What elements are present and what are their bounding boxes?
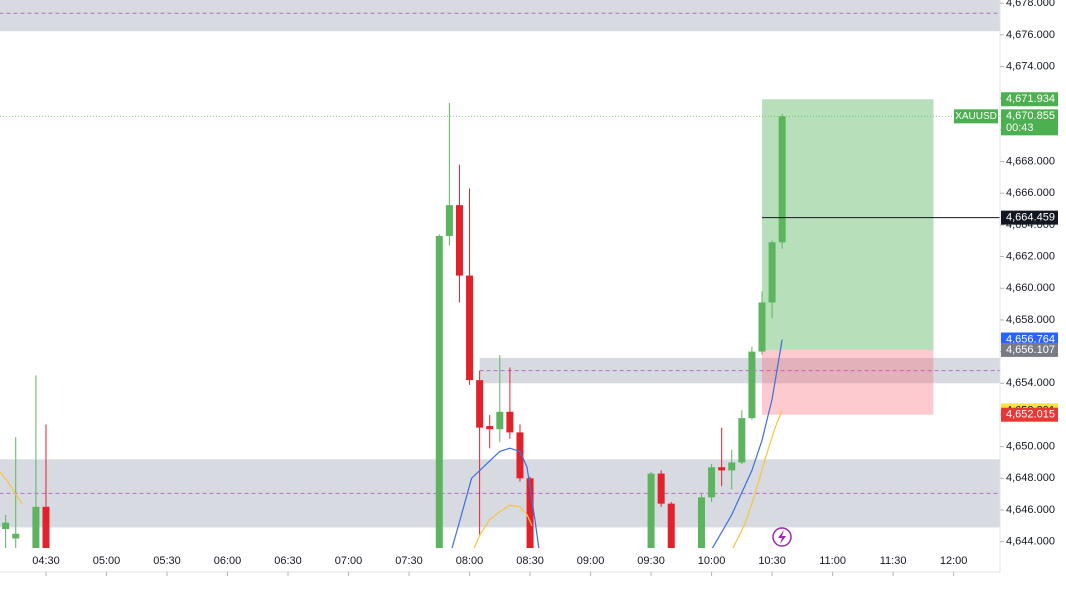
candle-body xyxy=(728,462,736,471)
candle-body xyxy=(496,411,504,430)
candle-body xyxy=(647,473,655,548)
candle-body xyxy=(2,522,10,529)
y-tick-label: 4,666.000 xyxy=(1006,187,1055,199)
candle-body xyxy=(486,426,494,430)
moving-average xyxy=(473,504,533,548)
moving-average xyxy=(0,471,23,504)
candle-body xyxy=(435,235,443,548)
candle-body xyxy=(758,302,766,352)
candle-body xyxy=(506,411,514,433)
candle-body xyxy=(738,418,746,463)
y-tick-label: 4,678.000 xyxy=(1006,0,1055,9)
symbol-badge xyxy=(954,109,998,124)
price-badge xyxy=(1001,92,1058,107)
y-tick-label: 4,662.000 xyxy=(1006,250,1055,262)
y-tick-label: 4,660.000 xyxy=(1006,282,1055,294)
candle-body xyxy=(667,503,675,548)
position-profit xyxy=(762,99,934,350)
candle-body xyxy=(455,205,463,276)
candle-body xyxy=(516,432,524,479)
x-tick-label: 11:00 xyxy=(819,555,846,567)
x-tick-label: 10:30 xyxy=(758,555,786,567)
x-tick-label: 05:00 xyxy=(93,555,121,567)
candle-body xyxy=(708,467,716,498)
candle-body xyxy=(657,473,665,504)
candle-body xyxy=(748,351,756,419)
candle-body xyxy=(697,497,705,548)
x-tick-label: 07:00 xyxy=(335,555,363,567)
price-badge xyxy=(1001,342,1058,357)
x-tick-label: 07:30 xyxy=(395,555,423,567)
candle-body xyxy=(768,242,776,303)
x-tick-label: 08:30 xyxy=(516,555,544,567)
x-tick-label: 06:00 xyxy=(214,555,242,567)
x-tick-label: 06:30 xyxy=(274,555,302,567)
x-tick-label: 12:00 xyxy=(940,555,968,567)
candle-body xyxy=(466,275,474,381)
zone xyxy=(0,0,1000,32)
price-badge-label: 4,656.764 xyxy=(1006,333,1055,345)
y-tick-label: 4,668.000 xyxy=(1006,155,1055,167)
candle-body xyxy=(476,380,484,428)
x-tick-label: 04:30 xyxy=(32,555,60,567)
y-tick-label: 4,658.000 xyxy=(1006,314,1055,326)
countdown-label: 00:43 xyxy=(1006,122,1034,134)
price-badge-label: 4,670.855 xyxy=(1006,110,1055,122)
y-tick-label: 4,674.000 xyxy=(1006,60,1055,72)
candle-body xyxy=(778,116,786,243)
axis-layer: 4,644.000 4,646.000 4,648.000 4,650.000 4,65… xyxy=(32,0,1058,576)
y-tick-label: 4,650.000 xyxy=(1006,441,1055,453)
plot-area xyxy=(0,0,1000,548)
x-tick-label: 08:00 xyxy=(456,555,484,567)
y-tick-label: 4,676.000 xyxy=(1006,29,1055,41)
y-tick-label: 4,648.000 xyxy=(1006,472,1055,484)
price-badge-label: 4,671.934 xyxy=(1006,93,1055,105)
x-tick-label: 09:30 xyxy=(637,555,665,567)
symbol-label: XAUUSD xyxy=(955,111,997,122)
candle-body xyxy=(42,506,50,548)
x-tick-label: 11:30 xyxy=(880,555,907,567)
alert-icon[interactable] xyxy=(772,527,792,547)
moving-average xyxy=(711,339,783,548)
x-tick-label: 09:00 xyxy=(577,555,605,567)
x-tick-label: 10:00 xyxy=(698,555,726,567)
position-loss xyxy=(762,349,934,415)
crosshair-label: 4,664.459 xyxy=(1006,212,1055,224)
candle-body xyxy=(718,467,726,471)
candle-body xyxy=(32,506,40,548)
price-badge xyxy=(1001,407,1058,422)
moving-average xyxy=(451,447,540,548)
candle-body xyxy=(526,478,534,548)
y-tick-label: 4,646.000 xyxy=(1006,504,1055,516)
candle-body xyxy=(12,533,20,539)
price-badge xyxy=(1001,109,1058,136)
y-tick-label: 4,654.000 xyxy=(1006,377,1055,389)
price-badge-label: 4,652.015 xyxy=(1006,409,1055,421)
moving-average xyxy=(732,410,783,548)
y-tick-label: 4,644.000 xyxy=(1006,536,1055,548)
candle-body xyxy=(445,205,453,236)
price-badge-label: 4,656.107 xyxy=(1006,344,1055,356)
crosshair-badge xyxy=(1001,210,1058,225)
x-tick-label: 05:30 xyxy=(153,555,181,567)
